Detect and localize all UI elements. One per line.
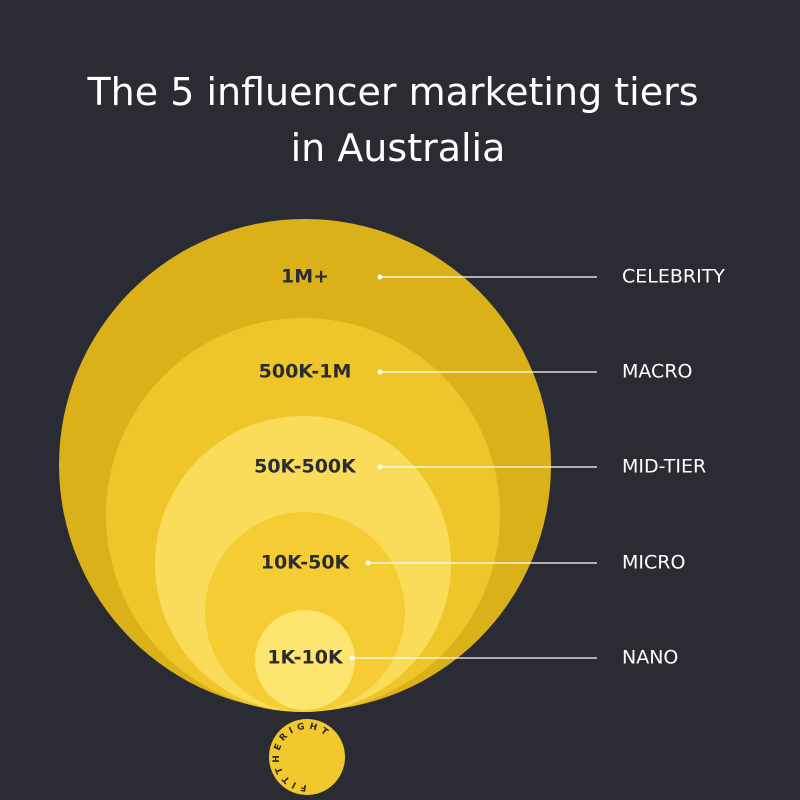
tier-range: 10K-50K: [261, 552, 351, 574]
tier-range: 1K-10K: [267, 647, 344, 669]
tier-range: 50K-500K: [254, 456, 357, 478]
title-line: The 5 influencer marketing tiers: [86, 70, 698, 114]
tier-labels: 1M+ CELEBRITY 500K-1M MACRO 50K-500K MID-TIER…: [254, 266, 725, 669]
tier-circle: [255, 610, 355, 710]
connector-dot: [349, 655, 355, 661]
tier-name: MID-TIER: [622, 456, 706, 478]
logo-badge: [269, 719, 345, 795]
connector-dot: [365, 560, 371, 566]
tier-name: MACRO: [622, 361, 692, 383]
tier-range: 1M+: [281, 266, 329, 288]
tier-name: MICRO: [622, 552, 685, 574]
tier-range: 500K-1M: [259, 361, 352, 383]
title-line: in Australia: [291, 126, 506, 170]
connector-dot: [377, 464, 383, 470]
tier-name: NANO: [622, 647, 678, 669]
connector-dot: [377, 369, 383, 375]
connector-dot: [377, 274, 383, 280]
tier-name: CELEBRITY: [622, 266, 725, 288]
